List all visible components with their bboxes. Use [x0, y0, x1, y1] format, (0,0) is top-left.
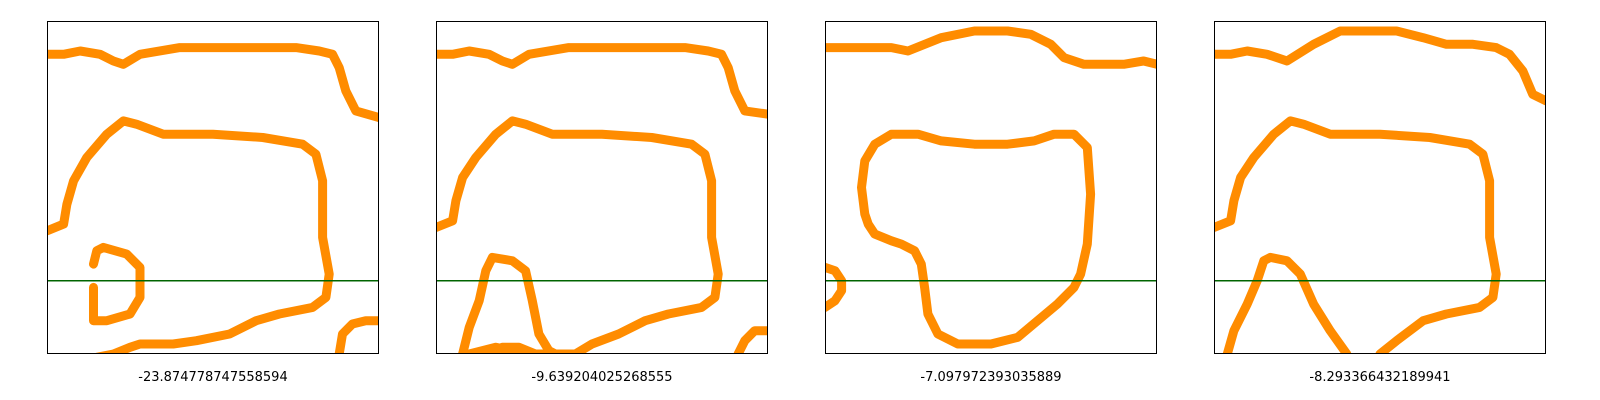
panel-3: -7.097972393035889 [825, 21, 1157, 385]
contour-curve-1 [47, 43, 379, 123]
contour-curve-5 [733, 326, 768, 354]
panel-frame [47, 21, 379, 354]
panel-2: -9.639204025268555 [436, 21, 768, 385]
contour-curve-3 [458, 252, 560, 354]
plot-area [1214, 26, 1546, 354]
contour-curve-4 [481, 342, 541, 354]
contour-curve-1 [436, 43, 768, 119]
contour-curve-2 [47, 116, 334, 354]
panel-value-label: -7.097972393035889 [920, 370, 1061, 385]
panel-frame [1214, 21, 1546, 354]
plot-area [47, 43, 379, 354]
contour-curve-2 [1214, 116, 1501, 354]
panel-value-label: -9.639204025268555 [531, 370, 672, 385]
panel-frame [436, 21, 768, 354]
contour-curve-3 [89, 242, 145, 326]
plot-area [436, 43, 768, 354]
panel-value-label: -8.293366432189941 [1309, 370, 1450, 385]
contour-curve-1 [825, 26, 1157, 69]
contour-curve-1 [1214, 26, 1546, 106]
contour-curve-3 [825, 262, 847, 312]
contour-curve-4 [334, 316, 379, 354]
contour-curve-2 [436, 116, 723, 354]
plot-area [825, 26, 1157, 349]
panel-4: -8.293366432189941 [1214, 21, 1546, 385]
panel-frame [825, 21, 1157, 354]
panel-value-label: -23.874778747558594 [138, 370, 287, 385]
panel-1: -23.874778747558594 [47, 21, 379, 385]
contour-curve-3 [1222, 252, 1352, 354]
contour-curve-2 [857, 129, 1096, 349]
